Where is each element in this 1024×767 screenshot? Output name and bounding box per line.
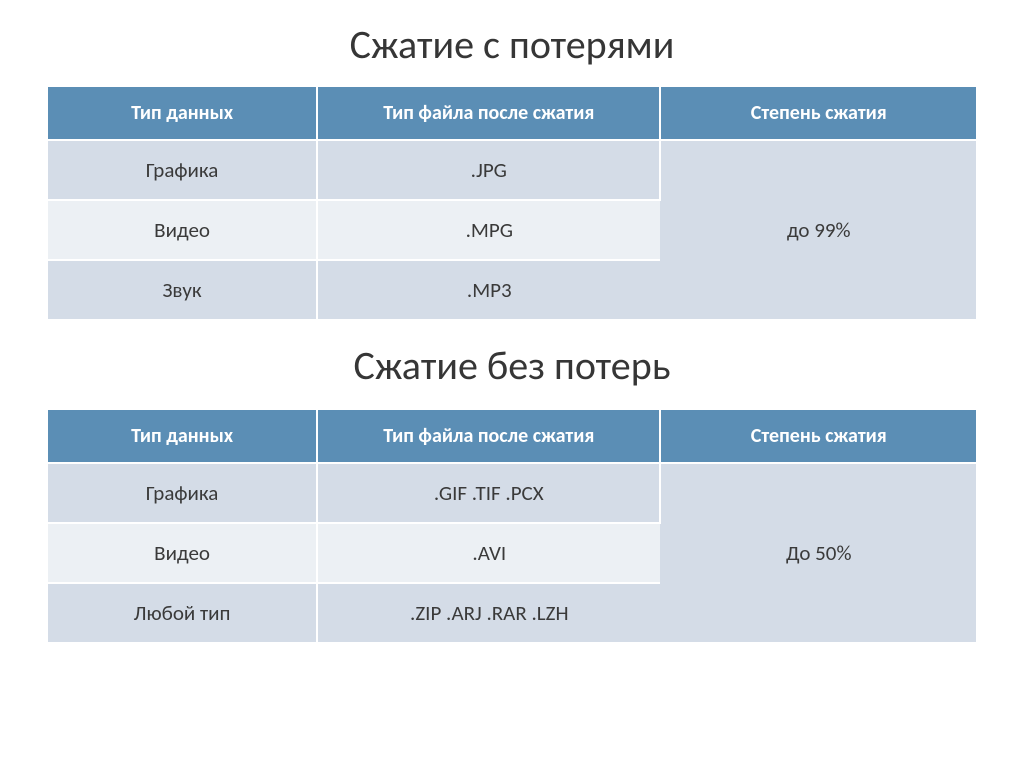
cell-type: Графика bbox=[48, 463, 317, 523]
cell-type: Графика bbox=[48, 140, 317, 200]
cell-compression-merged: до 99% bbox=[660, 140, 976, 319]
header-col1: Тип данных bbox=[48, 87, 317, 140]
table-row: Графика .GIF .TIF .PCX До 50% bbox=[48, 463, 976, 523]
table-lossy: Тип данных Тип файла после сжатия Степен… bbox=[48, 87, 976, 319]
table-row: Графика .JPG до 99% bbox=[48, 140, 976, 200]
section2-title: Сжатие без потерь bbox=[48, 341, 976, 390]
header-col2: Тип файла после сжатия bbox=[317, 410, 660, 463]
header-col3: Степень сжатия bbox=[660, 410, 976, 463]
table-lossless: Тип данных Тип файла после сжатия Степен… bbox=[48, 410, 976, 642]
header-col1: Тип данных bbox=[48, 410, 317, 463]
cell-file: .ZIP .ARJ .RAR .LZH bbox=[317, 583, 660, 642]
cell-compression-merged: До 50% bbox=[660, 463, 976, 642]
section1-title: Сжатие с потерями bbox=[48, 20, 976, 69]
header-col2: Тип файла после сжатия bbox=[317, 87, 660, 140]
table-header-row: Тип данных Тип файла после сжатия Степен… bbox=[48, 410, 976, 463]
cell-file: .GIF .TIF .PCX bbox=[317, 463, 660, 523]
table-header-row: Тип данных Тип файла после сжатия Степен… bbox=[48, 87, 976, 140]
cell-type: Звук bbox=[48, 260, 317, 319]
cell-type: Видео bbox=[48, 200, 317, 260]
cell-file: .AVI bbox=[317, 523, 660, 583]
cell-file: .MPG bbox=[317, 200, 660, 260]
header-col3: Степень сжатия bbox=[660, 87, 976, 140]
cell-type: Любой тип bbox=[48, 583, 317, 642]
cell-file: .MP3 bbox=[317, 260, 660, 319]
cell-type: Видео bbox=[48, 523, 317, 583]
cell-file: .JPG bbox=[317, 140, 660, 200]
